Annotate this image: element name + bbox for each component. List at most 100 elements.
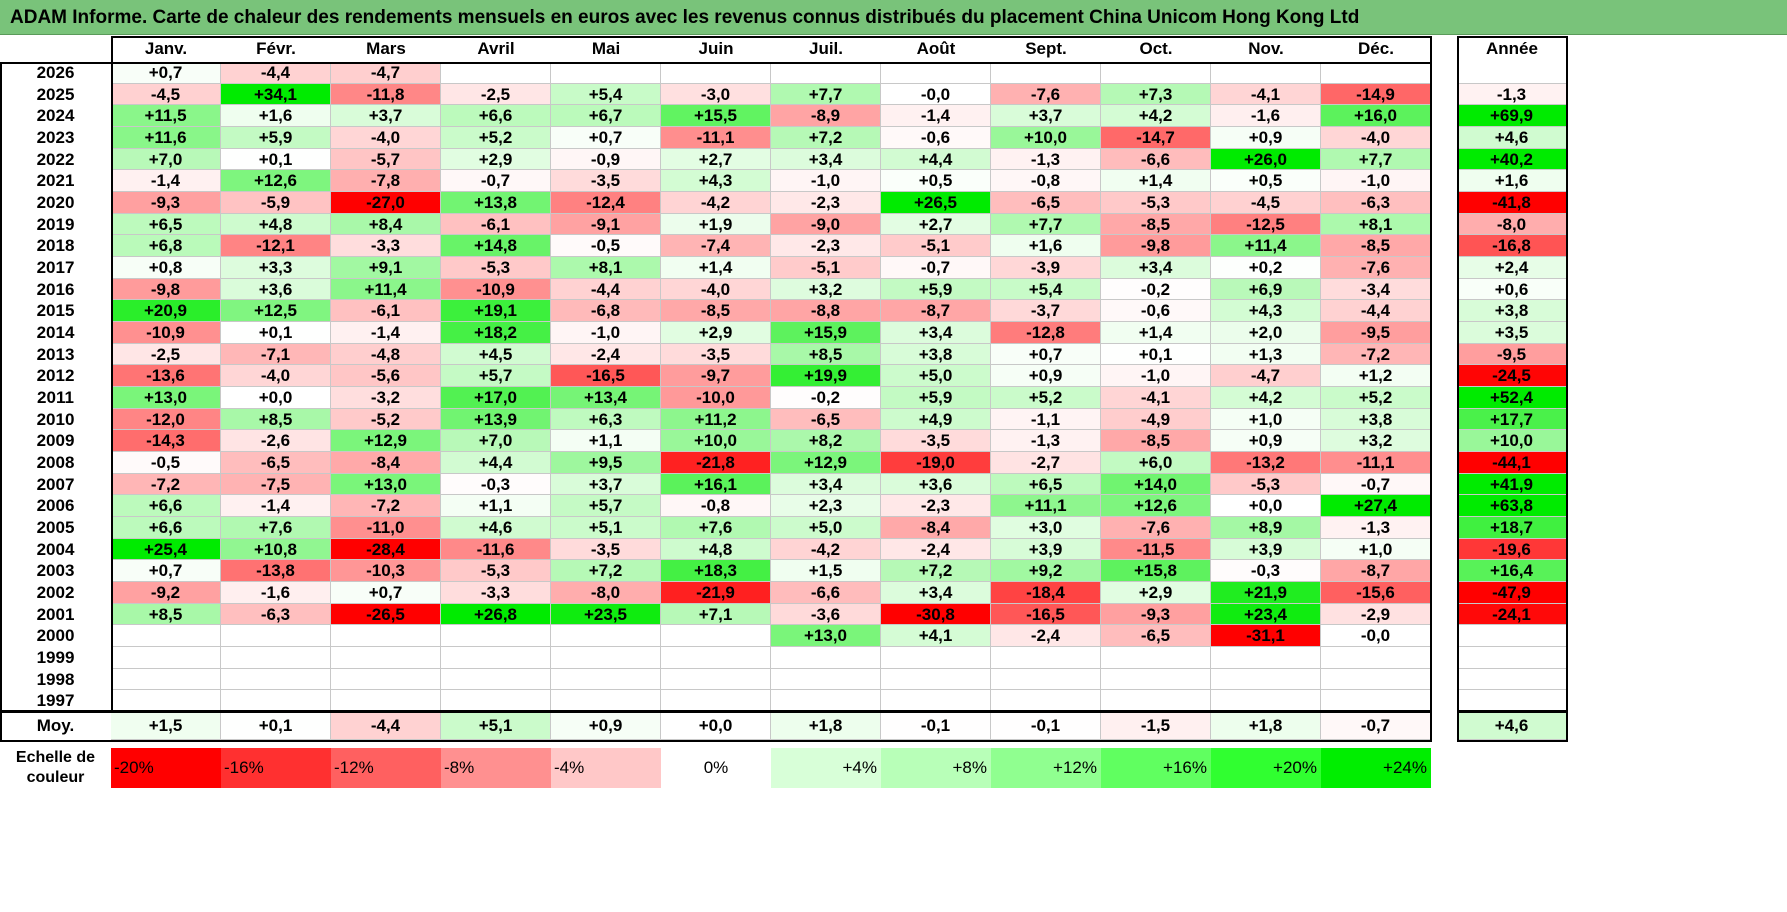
heatmap-cell: +3,6 <box>221 278 331 301</box>
heatmap-cell: -1,3 <box>991 430 1101 453</box>
color-scale-step: +8% <box>881 748 991 788</box>
annual-cell: +17,7 <box>1457 408 1567 431</box>
heatmap-cell: -1,4 <box>221 495 331 518</box>
heatmap-cell: -0,0 <box>1321 625 1431 648</box>
heatmap-cell: +0,0 <box>221 387 331 409</box>
heatmap-cell: -10,9 <box>441 278 551 301</box>
heatmap-cell <box>1211 647 1321 669</box>
heatmap-cell: -9,0 <box>771 213 881 236</box>
heatmap-cell <box>881 668 991 691</box>
heatmap-cell: +0,7 <box>991 343 1101 366</box>
heatmap-cell: -5,3 <box>1101 192 1211 214</box>
heatmap-cell: -7,4 <box>661 235 771 258</box>
year-label: 2012 <box>36 366 75 386</box>
heatmap-cell: +3,9 <box>1211 538 1321 561</box>
heatmap-cell: +3,2 <box>1321 430 1431 453</box>
heatmap-cell: +15,9 <box>771 322 881 344</box>
annual-cell: -41,8 <box>1457 192 1567 214</box>
heatmap-cell: +7,2 <box>881 560 991 583</box>
heatmap-cell: +11,4 <box>1211 235 1321 258</box>
year-label: 2016 <box>36 279 75 299</box>
month-header: Mai <box>591 39 621 58</box>
heatmap-cell: +4,1 <box>881 625 991 648</box>
heatmap-cell: -12,0 <box>111 408 221 431</box>
heatmap-cell: +8,5 <box>111 603 221 626</box>
heatmap-cell: -6,6 <box>1101 148 1211 171</box>
heatmap-cell <box>111 625 221 648</box>
heatmap-cell: -2,4 <box>551 343 661 366</box>
heatmap-cell: +8,9 <box>1211 517 1321 539</box>
heatmap-cell: -21,8 <box>661 452 771 474</box>
heatmap-cell: -10,9 <box>111 322 221 344</box>
heatmap-cell: -4,0 <box>1321 127 1431 149</box>
heatmap-cell: -9,3 <box>1101 603 1211 626</box>
heatmap-cell <box>441 625 551 648</box>
heatmap-cell: -3,5 <box>661 343 771 366</box>
heatmap-cell: +3,6 <box>881 473 991 496</box>
heatmap-cell: -2,5 <box>441 83 551 106</box>
heatmap-cell: +16,0 <box>1321 105 1431 127</box>
heatmap-cell: -4,7 <box>331 62 441 84</box>
annual-cell: +18,7 <box>1457 517 1567 539</box>
heatmap-cell: +1,4 <box>1101 170 1211 192</box>
heatmap-cell: -6,5 <box>221 452 331 474</box>
heatmap-cell: +12,9 <box>331 430 441 453</box>
heatmap-cell: -11,5 <box>1101 538 1211 561</box>
year-label: 2009 <box>36 431 75 451</box>
heatmap-cell: +1,4 <box>661 257 771 279</box>
heatmap-cell: -4,1 <box>1211 83 1321 106</box>
heatmap-cell: +8,5 <box>771 343 881 366</box>
heatmap-cell: -7,8 <box>331 170 441 192</box>
heatmap-cell: -19,0 <box>881 452 991 474</box>
heatmap-cell <box>221 647 331 669</box>
heatmap-cell <box>441 690 551 713</box>
heatmap-cell: -0,8 <box>661 495 771 518</box>
heatmap-cell: -6,6 <box>771 582 881 604</box>
color-scale-step: 0% <box>661 748 771 788</box>
heatmap-cell <box>551 625 661 648</box>
heatmap-cell: -14,3 <box>111 430 221 453</box>
heatmap-cell: +3,8 <box>1321 408 1431 431</box>
heatmap-cell: +3,7 <box>331 105 441 127</box>
heatmap-cell: -0,5 <box>111 452 221 474</box>
year-label: 2019 <box>36 214 75 234</box>
heatmap-cell: +7,7 <box>991 213 1101 236</box>
heatmap-cell: -6,1 <box>441 213 551 236</box>
heatmap-cell: +1,5 <box>771 560 881 583</box>
heatmap-cell: +3,4 <box>881 582 991 604</box>
heatmap-cell: +0,1 <box>1101 343 1211 366</box>
heatmap-cell: +4,8 <box>661 538 771 561</box>
year-label: 2018 <box>36 236 75 256</box>
heatmap-cell: -16,5 <box>551 365 661 388</box>
heatmap-cell <box>771 647 881 669</box>
year-label: 2005 <box>36 518 75 538</box>
heatmap-cell: +14,8 <box>441 235 551 258</box>
heatmap-cell: +2,3 <box>771 495 881 518</box>
heatmap-cell: +2,9 <box>661 322 771 344</box>
heatmap-cell <box>771 668 881 691</box>
heatmap-cell: -11,0 <box>331 517 441 539</box>
heatmap-cell: -4,0 <box>221 365 331 388</box>
average-cell: +1,5 <box>111 712 221 740</box>
heatmap-cell: -26,5 <box>331 603 441 626</box>
heatmap-cell: -0,6 <box>1101 300 1211 323</box>
color-scale-step: +24% <box>1321 748 1431 788</box>
heatmap-cell <box>111 647 221 669</box>
annual-cell: +52,4 <box>1457 387 1567 409</box>
year-label: 2008 <box>36 453 75 473</box>
heatmap-cell: -8,7 <box>1321 560 1431 583</box>
heatmap-cell: -6,5 <box>991 192 1101 214</box>
heatmap-cell <box>551 690 661 713</box>
annual-cell <box>1457 625 1567 648</box>
heatmap-cell <box>441 668 551 691</box>
heatmap-cell: +26,8 <box>441 603 551 626</box>
heatmap-cell: +0,5 <box>881 170 991 192</box>
heatmap-cell: -9,7 <box>661 365 771 388</box>
heatmap-cell: +9,1 <box>331 257 441 279</box>
heatmap-cell: -13,6 <box>111 365 221 388</box>
annual-cell: +4,6 <box>1457 127 1567 149</box>
heatmap-cell: -7,6 <box>1101 517 1211 539</box>
average-cell: -0,7 <box>1321 712 1431 740</box>
heatmap-cell: -8,4 <box>881 517 991 539</box>
heatmap-cell: +13,8 <box>441 192 551 214</box>
